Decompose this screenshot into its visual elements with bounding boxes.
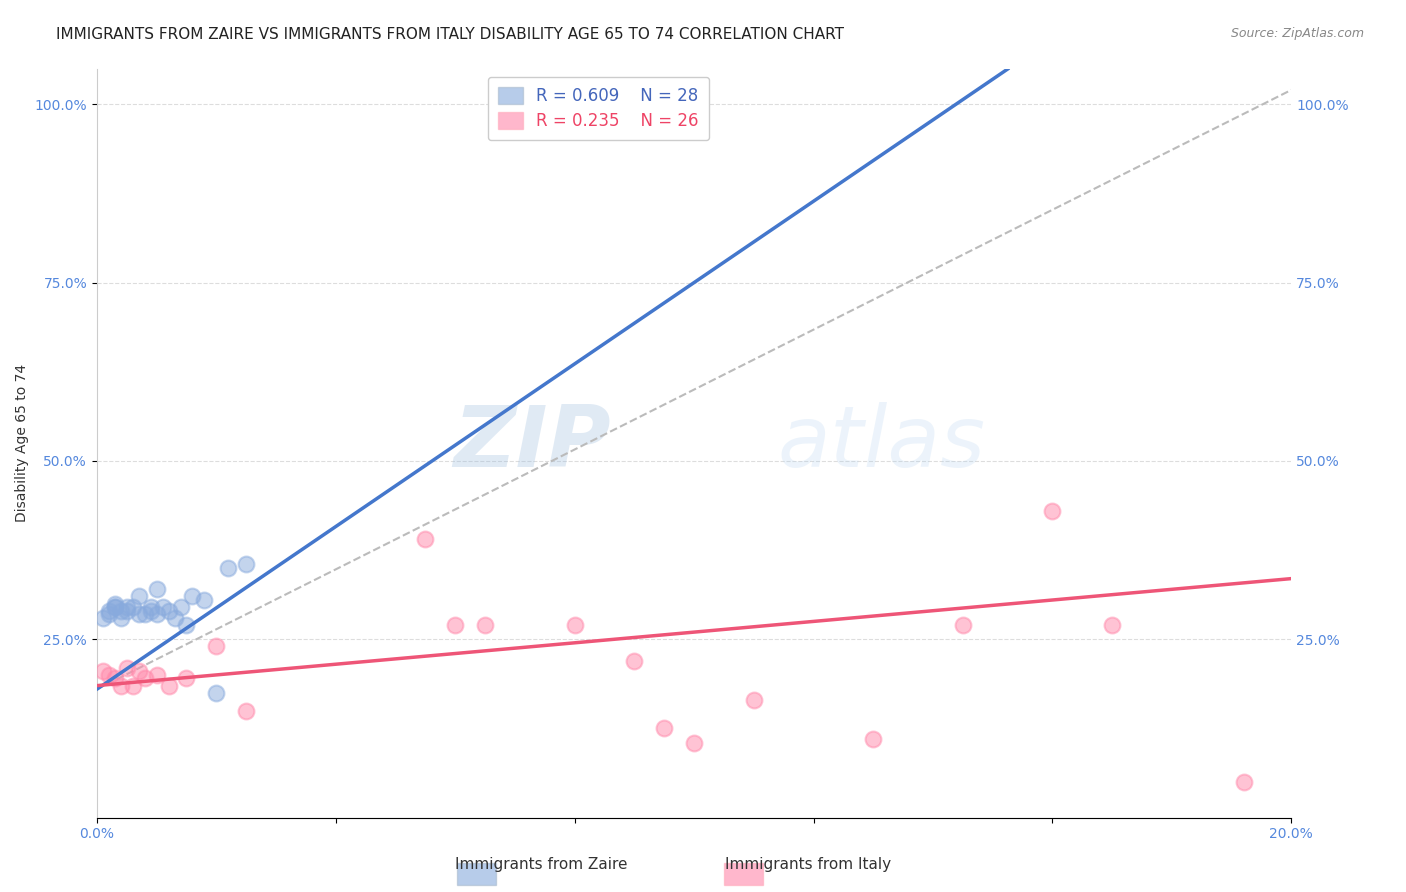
Text: ZIP: ZIP	[453, 401, 610, 484]
Text: Immigrants from Zaire: Immigrants from Zaire	[456, 857, 627, 872]
Point	[235, 704, 257, 718]
Point	[91, 611, 114, 625]
Text: IMMIGRANTS FROM ZAIRE VS IMMIGRANTS FROM ITALY DISABILITY AGE 65 TO 74 CORRELATI: IMMIGRANTS FROM ZAIRE VS IMMIGRANTS FROM…	[56, 27, 844, 42]
Point	[205, 686, 228, 700]
Point	[1101, 618, 1123, 632]
Point	[121, 679, 143, 693]
Point	[181, 590, 204, 604]
Text: Source: ZipAtlas.com: Source: ZipAtlas.com	[1230, 27, 1364, 40]
Point	[444, 618, 467, 632]
Point	[623, 654, 645, 668]
Point	[683, 736, 706, 750]
Point	[152, 600, 174, 615]
Point	[104, 600, 127, 615]
Point	[163, 611, 186, 625]
Point	[128, 607, 150, 622]
Point	[652, 722, 675, 736]
Point	[97, 668, 120, 682]
Point	[139, 604, 162, 618]
Point	[104, 600, 127, 615]
Point	[121, 600, 143, 615]
Point	[415, 533, 437, 547]
Point	[952, 618, 974, 632]
Point	[145, 607, 167, 622]
Point	[1232, 775, 1254, 789]
Point	[235, 558, 257, 572]
Point	[862, 732, 884, 747]
Point	[139, 600, 162, 615]
Point	[128, 590, 150, 604]
Text: Immigrants from Italy: Immigrants from Italy	[725, 857, 891, 872]
Y-axis label: Disability Age 65 to 74: Disability Age 65 to 74	[15, 364, 30, 522]
Point	[176, 672, 198, 686]
Point	[128, 665, 150, 679]
Point	[97, 604, 120, 618]
Point	[110, 604, 132, 618]
Point	[145, 582, 167, 597]
Point	[169, 600, 191, 615]
Point	[205, 640, 228, 654]
Point	[110, 679, 132, 693]
Point	[742, 693, 765, 707]
Point	[157, 679, 180, 693]
Point	[115, 604, 138, 618]
Point	[115, 661, 138, 675]
Legend: R = 0.609    N = 28, R = 0.235    N = 26: R = 0.609 N = 28, R = 0.235 N = 26	[488, 77, 709, 140]
Point	[97, 607, 120, 622]
Point	[134, 607, 156, 622]
Point	[104, 597, 127, 611]
Point	[1042, 504, 1064, 518]
Point	[134, 672, 156, 686]
Point	[145, 668, 167, 682]
Point	[176, 618, 198, 632]
Point	[474, 618, 496, 632]
Point	[110, 611, 132, 625]
Point	[91, 665, 114, 679]
Point	[193, 593, 215, 607]
Text: atlas: atlas	[778, 401, 986, 484]
Point	[104, 672, 127, 686]
Point	[157, 604, 180, 618]
Point	[115, 600, 138, 615]
Point	[217, 561, 239, 575]
Point	[564, 618, 586, 632]
